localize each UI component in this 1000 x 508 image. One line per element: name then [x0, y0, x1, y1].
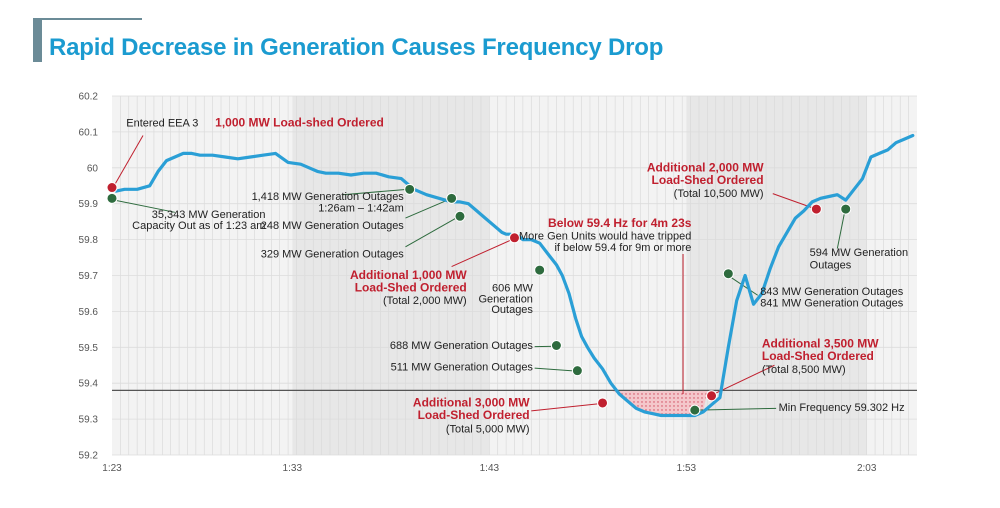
generation-outage-marker [722, 268, 734, 280]
connector-line [114, 199, 175, 213]
y-tick-label: 59.2 [79, 451, 99, 462]
loadshed-marker [597, 397, 609, 409]
connector-line [451, 239, 513, 267]
y-tick-label: 59.5 [79, 343, 99, 354]
annotation-gen-1418-a: 1,418 MW Generation Outages [252, 191, 405, 203]
y-tick-label: 59.9 [79, 199, 99, 210]
y-tick-label: 59.4 [79, 379, 99, 390]
annotation-add-3000-b: Load-Shed Ordered [418, 408, 530, 422]
y-tick-label: 59.3 [79, 415, 99, 426]
annotation-loadshed-1000: 1,000 MW Load-shed Ordered [215, 116, 384, 130]
event-markers [106, 182, 852, 416]
connector-line [772, 193, 814, 209]
annotation-gen-1418-b: 1:26am – 1:42am [318, 203, 404, 215]
frequency-series [110, 133, 915, 418]
annotation-gen-606-a: 606 MW [492, 283, 534, 295]
annotation-add-2000-a: Additional 2,000 MW [647, 160, 764, 174]
annotation-add-3500-a: Additional 3,500 MW [762, 336, 879, 350]
annotation-below594-c: if below 59.4 for 9m or more [554, 242, 691, 254]
y-tick-label: 60 [87, 163, 99, 174]
generation-outage-marker [571, 365, 583, 377]
y-axis-ticks: 60.2 60.1 60 59.9 59.8 59.7 59.6 59.5 59.4 59.3 59… [79, 92, 99, 462]
chart-gridlines [112, 95, 917, 456]
frequency-line [110, 133, 915, 418]
annotation-add-1000-b: Load-Shed Ordered [355, 281, 467, 295]
connector-line [697, 407, 777, 411]
x-tick-label: 1:43 [480, 463, 500, 474]
y-tick-label: 60.1 [79, 127, 99, 138]
annotation-min-freq: Min Frequency 59.302 Hz [779, 402, 905, 414]
annotation-eea3: Entered EEA 3 [126, 118, 198, 130]
y-tick-label: 59.8 [79, 235, 99, 246]
annotation-gen-606-b: Generation [479, 293, 533, 305]
chart-annotations: Entered EEA 3 1,000 MW Load-shed Ordered 3… [126, 116, 908, 436]
annotation-add-1000-a: Additional 1,000 MW [350, 268, 467, 282]
title-accent-bar [33, 18, 42, 62]
annotation-gen-688: 688 MW Generation Outages [390, 340, 534, 352]
page-title: Rapid Decrease in Generation Causes Freq… [49, 34, 664, 61]
generation-outage-marker [534, 264, 546, 276]
annotation-below594-a: Below 59.4 Hz for 4m 23s [548, 216, 692, 230]
annotation-gen-843: 843 MW Generation Outages [760, 286, 904, 298]
loadshed-marker [810, 203, 822, 215]
connector-line [730, 276, 758, 296]
annotation-gen-35343-b: Capacity Out as of 1:23 am [132, 220, 265, 232]
loadshed-marker [509, 232, 520, 244]
generation-outage-marker [550, 340, 562, 352]
annotation-gen-841: 841 MW Generation Outages [760, 298, 904, 310]
annotation-gen-248: 248 MW Generation Outages [261, 220, 405, 232]
generation-outage-marker [404, 183, 416, 195]
below-threshold-region [602, 390, 708, 416]
annotation-add-2000-c: (Total 10,500 MW) [674, 188, 764, 200]
connector-line [713, 364, 775, 395]
title-accent-line [42, 18, 142, 20]
annotation-gen-594-b: Outages [810, 259, 852, 271]
y-tick-label: 60.2 [79, 92, 99, 103]
generation-outage-marker [106, 192, 118, 204]
annotation-add-3500-c: (Total 8,500 MW) [762, 364, 846, 376]
annotation-add-3000-a: Additional 3,000 MW [413, 396, 530, 410]
annotation-gen-511: 511 MW Generation Outages [391, 362, 534, 374]
annotation-connectors [113, 135, 846, 412]
annotation-add-3500-b: Load-Shed Ordered [762, 349, 874, 363]
annotation-add-1000-c: (Total 2,000 MW) [383, 295, 467, 307]
loadshed-marker [706, 390, 718, 402]
connector-line [405, 216, 458, 248]
x-axis-ticks: 1:23 1:33 1:43 1:53 2:03 [102, 463, 877, 474]
annotation-below594-b: More Gen Units would have tripped [519, 231, 691, 243]
x-tick-label: 2:03 [857, 463, 877, 474]
generation-outage-marker [840, 203, 852, 215]
x-tick-label: 1:33 [283, 463, 303, 474]
generation-outage-marker [446, 192, 458, 204]
annotation-gen-594-a: 594 MW Generation [810, 247, 908, 259]
y-tick-label: 59.6 [79, 307, 99, 318]
connector-line [342, 188, 408, 196]
annotation-gen-329: 329 MW Generation Outages [261, 249, 405, 261]
y-tick-label: 59.7 [79, 271, 99, 282]
annotation-add-2000-b: Load-Shed Ordered [652, 173, 764, 187]
annotation-add-3000-c: (Total 5,000 MW) [446, 423, 530, 435]
x-tick-label: 1:23 [102, 463, 122, 474]
connector-line [113, 135, 144, 187]
annotation-gen-35343-a: 35,343 MW Generation [152, 209, 266, 221]
connector-line [405, 198, 451, 219]
shaded-area [602, 390, 708, 416]
x-tick-label: 1:53 [677, 463, 697, 474]
connector-line [836, 210, 846, 249]
connector-line [531, 403, 601, 412]
generation-outage-marker [689, 404, 701, 416]
loadshed-marker [106, 182, 118, 194]
annotation-gen-606-c: Outages [491, 304, 533, 316]
generation-outage-marker [454, 210, 466, 222]
connector-line [534, 367, 575, 372]
